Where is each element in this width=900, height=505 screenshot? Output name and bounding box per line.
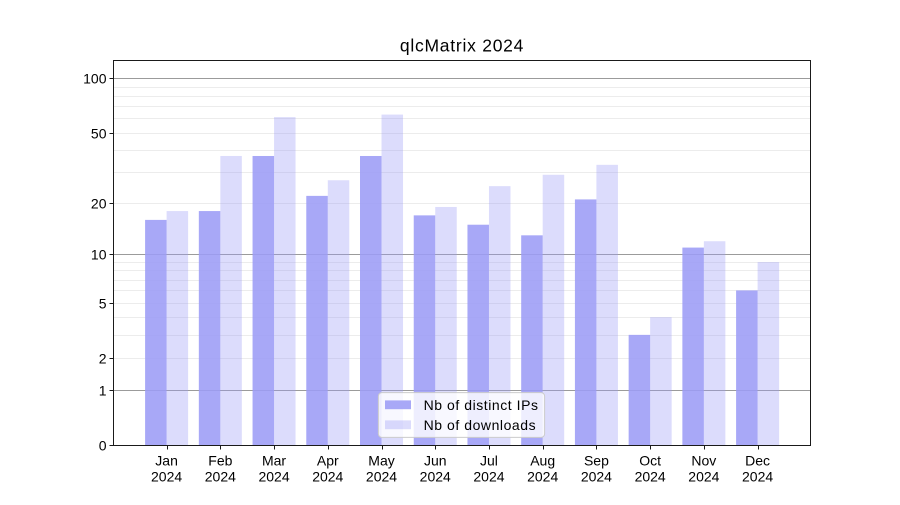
svg-text:20: 20 bbox=[91, 196, 107, 212]
svg-text:100: 100 bbox=[83, 71, 107, 87]
svg-text:Nb of downloads: Nb of downloads bbox=[424, 417, 537, 433]
svg-text:2024: 2024 bbox=[205, 469, 236, 485]
svg-text:May: May bbox=[368, 453, 394, 469]
svg-text:2024: 2024 bbox=[366, 469, 397, 485]
svg-text:qlcMatrix 2024: qlcMatrix 2024 bbox=[400, 35, 524, 55]
svg-text:2024: 2024 bbox=[688, 469, 719, 485]
svg-text:2024: 2024 bbox=[420, 469, 451, 485]
svg-text:2024: 2024 bbox=[742, 469, 773, 485]
svg-text:10: 10 bbox=[91, 247, 107, 263]
svg-text:2024: 2024 bbox=[635, 469, 666, 485]
svg-text:Jun: Jun bbox=[424, 453, 447, 469]
svg-text:Nov: Nov bbox=[691, 453, 716, 469]
svg-text:Mar: Mar bbox=[262, 453, 286, 469]
svg-text:Oct: Oct bbox=[639, 453, 661, 469]
svg-text:0: 0 bbox=[99, 438, 107, 454]
svg-text:2024: 2024 bbox=[473, 469, 504, 485]
svg-text:Jan: Jan bbox=[155, 453, 178, 469]
svg-text:5: 5 bbox=[99, 296, 107, 312]
svg-text:Feb: Feb bbox=[208, 453, 232, 469]
svg-text:50: 50 bbox=[91, 126, 107, 142]
svg-text:2024: 2024 bbox=[151, 469, 182, 485]
svg-text:2024: 2024 bbox=[258, 469, 289, 485]
svg-text:2024: 2024 bbox=[581, 469, 612, 485]
svg-text:1: 1 bbox=[99, 383, 107, 399]
svg-text:2: 2 bbox=[99, 351, 107, 367]
svg-text:Apr: Apr bbox=[317, 453, 339, 469]
svg-text:Dec: Dec bbox=[745, 453, 770, 469]
svg-text:2024: 2024 bbox=[527, 469, 558, 485]
svg-text:Nb of distinct IPs: Nb of distinct IPs bbox=[424, 397, 539, 413]
svg-text:Sep: Sep bbox=[584, 453, 609, 469]
svg-text:Aug: Aug bbox=[530, 453, 555, 469]
svg-text:Jul: Jul bbox=[480, 453, 498, 469]
svg-text:2024: 2024 bbox=[312, 469, 343, 485]
